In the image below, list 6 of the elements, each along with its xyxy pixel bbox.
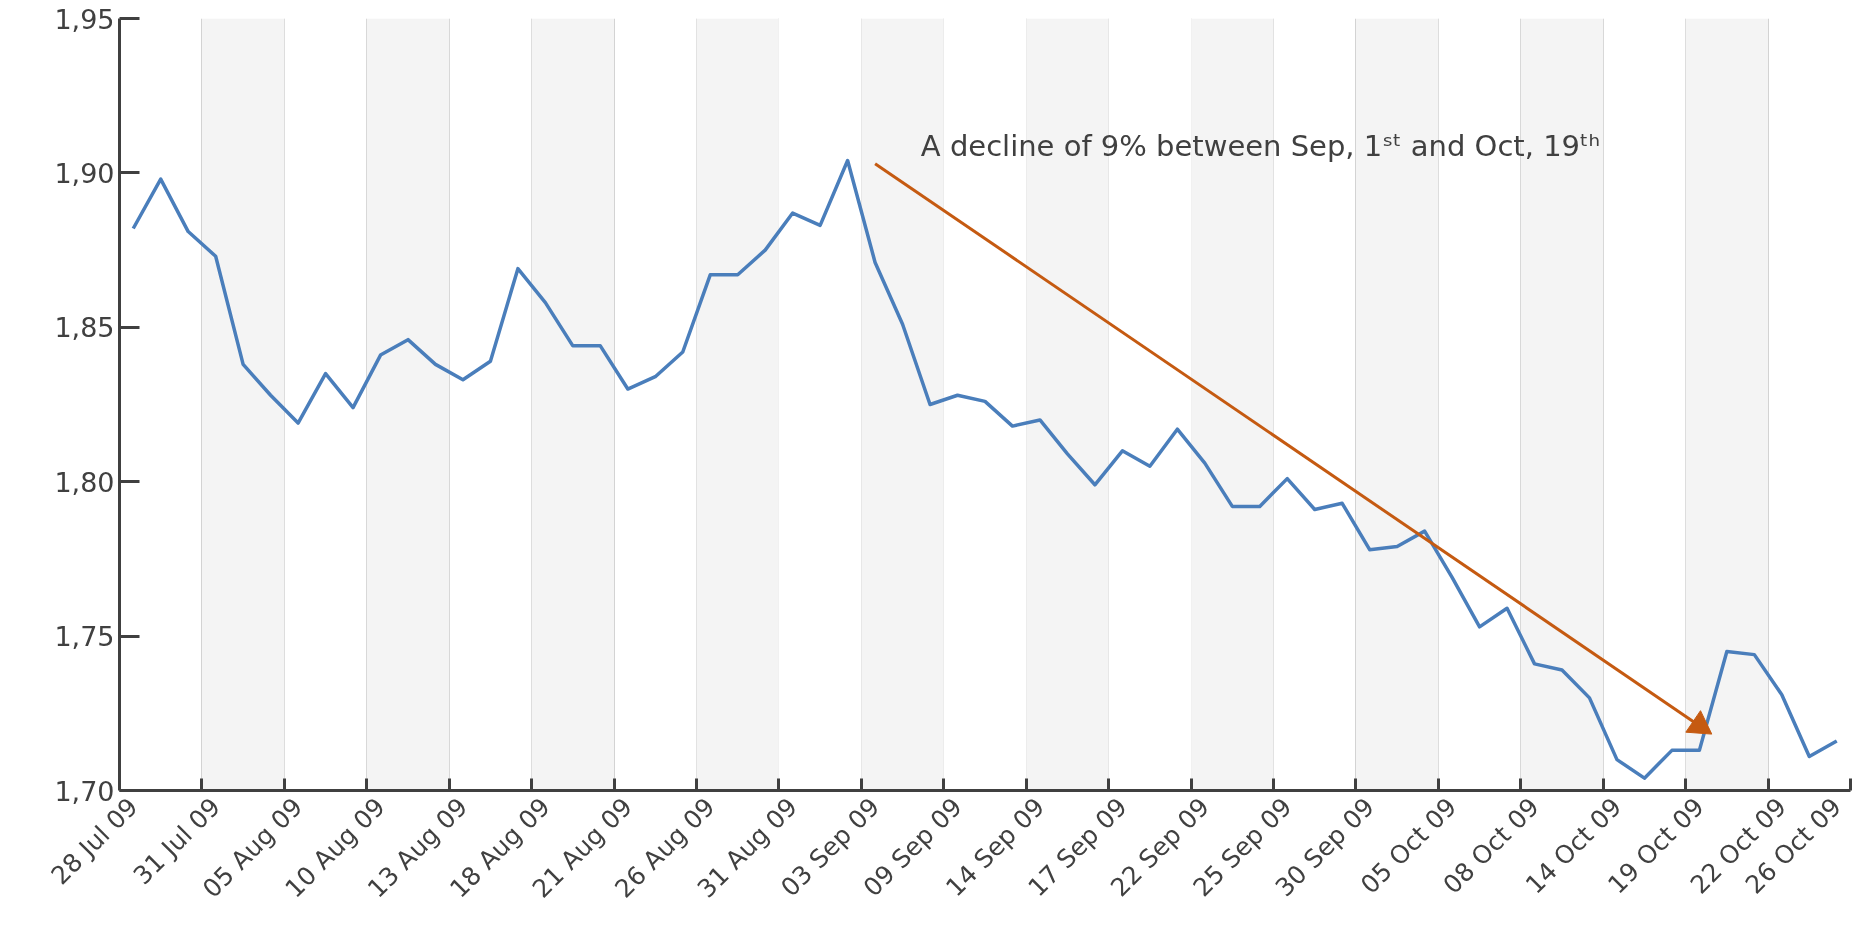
y-tick-label: 1,75 (54, 621, 115, 653)
y-tick-label: 1,90 (54, 157, 115, 189)
y-tick-label: 1,80 (54, 466, 115, 498)
y-tick-label: 1,95 (54, 3, 115, 35)
y-tick-label: 1,85 (54, 312, 115, 344)
annotation: A decline of 9% between Sep, 1ˢᵗ and Oct, 19ᵗʰ (920, 128, 1601, 163)
